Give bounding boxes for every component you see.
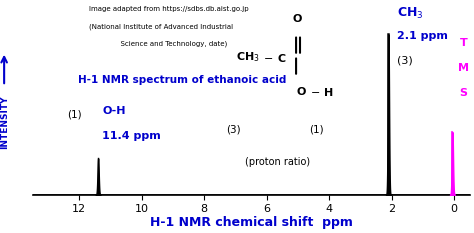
Text: Image adapted from https://sdbs.db.aist.go.jp: Image adapted from https://sdbs.db.aist.…	[90, 6, 249, 12]
Text: 11.4 ppm: 11.4 ppm	[102, 131, 161, 141]
Text: H-1 NMR spectrum of ethanoic acid: H-1 NMR spectrum of ethanoic acid	[78, 75, 287, 85]
Text: O: O	[292, 14, 301, 24]
Text: Science and Technology, date): Science and Technology, date)	[90, 40, 228, 47]
Text: (1): (1)	[67, 110, 82, 120]
Text: (3): (3)	[397, 56, 413, 66]
Text: CH$_3$: CH$_3$	[236, 51, 260, 64]
Text: INTENSITY: INTENSITY	[0, 96, 9, 149]
Text: M: M	[458, 63, 469, 73]
Text: O-H: O-H	[102, 106, 126, 116]
Text: S: S	[459, 88, 467, 98]
Text: (proton ratio): (proton ratio)	[245, 157, 310, 167]
Text: $-$ C: $-$ C	[260, 51, 286, 64]
Text: T: T	[459, 38, 467, 48]
Text: 2.1 ppm: 2.1 ppm	[397, 31, 448, 41]
Text: (3): (3)	[226, 125, 241, 135]
X-axis label: H-1 NMR chemical shift  ppm: H-1 NMR chemical shift ppm	[150, 216, 353, 229]
Text: O: O	[296, 87, 305, 97]
Text: (1): (1)	[310, 125, 324, 135]
Text: CH$_3$: CH$_3$	[397, 6, 424, 21]
Text: (National Institute of Advanced Industrial: (National Institute of Advanced Industri…	[90, 23, 234, 30]
Text: $-$ H: $-$ H	[310, 86, 334, 98]
